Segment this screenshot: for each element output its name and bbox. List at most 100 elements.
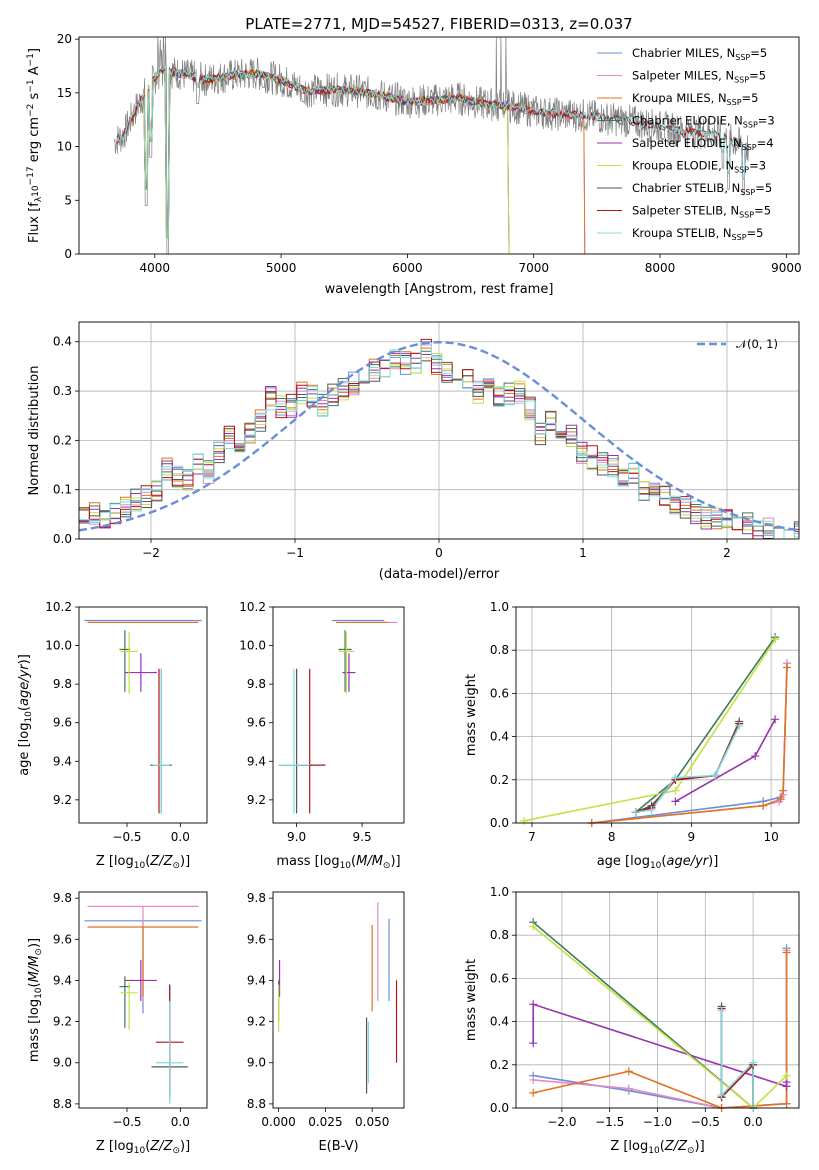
- y-tick-label: 0.0: [490, 816, 509, 830]
- y-tick-label: 8.8: [53, 1097, 72, 1111]
- x-tick-label: 0.0: [171, 830, 190, 844]
- y-tick-label: 9.2: [53, 1015, 72, 1029]
- plus-marker: [776, 795, 785, 804]
- plus-marker: [783, 663, 792, 672]
- axis-label-part: 10: [24, 711, 34, 723]
- y-tick-label: 9.4: [53, 754, 72, 768]
- series-line: [720, 1008, 754, 1108]
- axis-label-part: M/M: [27, 956, 42, 983]
- plus-marker: [782, 1071, 791, 1080]
- y-tick-label: 0.0: [490, 1101, 509, 1115]
- x-axis-label: E(B-V): [318, 1139, 358, 1154]
- y-axis-label-part: Flux [f: [27, 202, 42, 243]
- plus-marker: [529, 1039, 538, 1048]
- x-tick-label: 10: [763, 830, 778, 844]
- legend-sub: SSP: [739, 211, 754, 220]
- axis-label-part: age [log: [17, 723, 32, 776]
- axis-label-part: E(B-V): [318, 1139, 358, 1154]
- grid: [516, 606, 799, 824]
- y-tick-label: 0.4: [490, 1015, 509, 1029]
- x-tick-label: 0.0: [744, 1115, 763, 1129]
- x-tick-label: −0.5: [691, 1115, 720, 1129]
- axis-label-part: (: [27, 982, 42, 987]
- y-axis-label-part: A: [27, 66, 42, 79]
- x-tick-label: 0.050: [355, 1115, 389, 1129]
- axis-label-part: (: [145, 1139, 150, 1154]
- plus-marker: [749, 1058, 758, 1067]
- grid: [516, 891, 799, 1109]
- plot-area: [114, 37, 749, 254]
- y-axis-label-part: −17: [26, 166, 36, 185]
- axis-label-part: Z [log: [610, 1139, 648, 1154]
- x-axis-label: age [log10(age/yr)]: [597, 854, 719, 871]
- axis-label-part: Z/Z: [149, 854, 173, 869]
- series-line: [591, 663, 788, 823]
- plus-marker: [624, 1067, 633, 1076]
- x-tick-label: 9.0: [287, 830, 306, 844]
- spectrum-model-line: [116, 65, 748, 239]
- x-tick-label: −1.0: [643, 1115, 672, 1129]
- legend-entry: Kroupa ELODIE, NSSP=3: [632, 159, 766, 175]
- y-tick-label: 5: [64, 193, 72, 207]
- axis-label-part: Z/Z: [149, 1139, 173, 1154]
- x-tick-label: 9.5: [353, 830, 372, 844]
- plus-marker: [717, 1006, 726, 1015]
- legend-sub: SSP: [735, 53, 750, 62]
- plot-area: [79, 338, 799, 539]
- axis-label-part: )]: [180, 1139, 190, 1154]
- legend-entry: Chabrier STELIB, NSSP=5: [632, 181, 772, 197]
- x-tick-label: 8: [608, 830, 616, 844]
- axis-label-part: )]: [17, 654, 32, 664]
- axis-label-part: mass weight: [464, 959, 479, 1041]
- plus-marker: [779, 786, 788, 795]
- y-tick-label: 9.8: [247, 891, 266, 905]
- series-line: [532, 925, 788, 1108]
- y-tick-label: 9.6: [53, 932, 72, 946]
- axis-label-part: 10: [34, 987, 44, 999]
- y-tick-label: 10.2: [239, 600, 266, 614]
- y-tick-label: 0.6: [490, 686, 509, 700]
- y-tick-label: 9.2: [247, 793, 266, 807]
- plot-area: [278, 902, 398, 1094]
- legend-entry: Salpeter ELODIE, NSSP=4: [632, 136, 774, 152]
- axes-frame: [515, 891, 800, 1109]
- legend-sub: SSP: [742, 143, 757, 152]
- plus-marker: [624, 1084, 633, 1093]
- y-tick-label: 0.6: [490, 971, 509, 985]
- y-tick-label: 0.0: [53, 532, 72, 546]
- legend-tail: =5: [755, 181, 772, 195]
- legend-entry: Salpeter MILES, NSSP=5: [632, 69, 766, 85]
- axis-label-part: (: [17, 706, 32, 711]
- x-tick-label: 9000: [771, 261, 802, 275]
- legend-sub: SSP: [734, 166, 749, 175]
- y-tick-label: 9.8: [247, 677, 266, 691]
- y-tick-label: 1.0: [490, 885, 509, 899]
- x-tick-label: −1.5: [595, 1115, 624, 1129]
- x-tick-label: 7: [528, 830, 536, 844]
- y-tick-label: 8.8: [247, 1097, 266, 1111]
- y-tick-label: 20: [57, 32, 72, 46]
- x-tick-label: 0.0: [171, 1115, 190, 1129]
- legend-tail: =5: [742, 91, 759, 105]
- y-tick-label: 0.2: [490, 773, 509, 787]
- y-axis-label: mass weight: [464, 674, 479, 756]
- axis-label-part: mass [log: [27, 999, 42, 1062]
- plus-marker: [671, 773, 680, 782]
- plus-marker: [631, 808, 640, 817]
- y-tick-label: 9.0: [53, 1056, 72, 1070]
- legend-tail: =4: [757, 136, 774, 150]
- axis-label-part: )]: [695, 1139, 705, 1154]
- axes-spectrum: 4000 5000 6000 7000 8000 9000 0 5 10 15 20 Chabrier…: [26, 32, 802, 297]
- x-axis-label: mass [log10(M/M⊙)]: [276, 854, 400, 871]
- y-tick-label: 0.4: [53, 335, 72, 349]
- axis-label-part: mass weight: [464, 674, 479, 756]
- axes-weight_vs_Z: −2.0 −1.5 −1.0 −0.5 0.0 0.0 0.2 0.4 0.6 0.8 1.0 Z […: [464, 885, 800, 1156]
- legend-tail: =5: [750, 46, 767, 60]
- x-axis-label: (data-model)/error: [379, 567, 500, 582]
- axis-label-part: age/yr: [17, 663, 32, 706]
- legend-entry: Kroupa STELIB, NSSP=5: [632, 226, 763, 242]
- y-tick-label: 9.2: [53, 793, 72, 807]
- plus-marker: [759, 801, 768, 810]
- y-axis-label-part: −2: [26, 104, 36, 117]
- axis-label-part: ⊙: [172, 1146, 180, 1156]
